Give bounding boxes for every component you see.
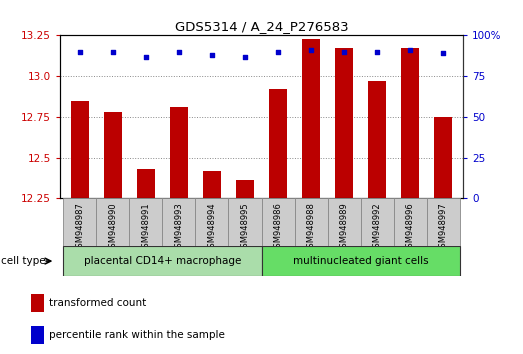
Point xyxy=(241,54,249,59)
Point xyxy=(208,52,216,58)
Bar xyxy=(31,326,44,344)
Bar xyxy=(401,48,419,198)
Bar xyxy=(360,198,393,246)
Text: GSM948990: GSM948990 xyxy=(108,202,118,253)
Bar xyxy=(262,246,460,276)
Text: cell type: cell type xyxy=(1,256,46,266)
Text: GSM948986: GSM948986 xyxy=(274,202,282,253)
Bar xyxy=(327,198,360,246)
Point xyxy=(439,51,447,56)
Bar xyxy=(96,198,130,246)
Text: GSM948988: GSM948988 xyxy=(306,202,315,253)
Bar xyxy=(63,246,262,276)
Text: multinucleated giant cells: multinucleated giant cells xyxy=(293,256,428,266)
Text: GSM948989: GSM948989 xyxy=(339,202,348,253)
Bar xyxy=(71,101,89,198)
Text: GSM948987: GSM948987 xyxy=(75,202,84,253)
Text: GSM948994: GSM948994 xyxy=(208,202,217,253)
Text: GSM948991: GSM948991 xyxy=(141,202,151,253)
Bar xyxy=(302,39,320,198)
Bar xyxy=(170,107,188,198)
Point xyxy=(406,47,414,53)
Bar xyxy=(427,198,460,246)
Bar xyxy=(269,89,287,198)
Text: percentile rank within the sample: percentile rank within the sample xyxy=(49,330,224,340)
Bar xyxy=(434,117,452,198)
Bar xyxy=(196,198,229,246)
Point xyxy=(76,49,84,55)
Bar xyxy=(104,112,122,198)
Bar xyxy=(203,171,221,198)
Bar xyxy=(137,169,155,198)
Point xyxy=(274,49,282,55)
Text: GSM948992: GSM948992 xyxy=(372,202,382,253)
Point xyxy=(142,54,150,59)
Bar xyxy=(229,198,262,246)
Title: GDS5314 / A_24_P276583: GDS5314 / A_24_P276583 xyxy=(175,20,348,33)
Bar xyxy=(368,81,386,198)
Bar xyxy=(236,180,254,198)
Bar xyxy=(294,198,327,246)
Point xyxy=(109,49,117,55)
Point xyxy=(175,49,183,55)
Bar xyxy=(262,198,294,246)
Point xyxy=(373,49,381,55)
Bar xyxy=(393,198,427,246)
Point xyxy=(307,47,315,53)
Bar xyxy=(130,198,163,246)
Bar xyxy=(31,295,44,312)
Bar xyxy=(63,198,96,246)
Text: GSM948993: GSM948993 xyxy=(175,202,184,253)
Text: GSM948997: GSM948997 xyxy=(439,202,448,253)
Text: GSM948995: GSM948995 xyxy=(241,202,249,253)
Text: transformed count: transformed count xyxy=(49,298,146,308)
Bar xyxy=(163,198,196,246)
Text: placental CD14+ macrophage: placental CD14+ macrophage xyxy=(84,256,241,266)
Text: GSM948996: GSM948996 xyxy=(405,202,415,253)
Bar xyxy=(335,48,353,198)
Point xyxy=(340,49,348,55)
